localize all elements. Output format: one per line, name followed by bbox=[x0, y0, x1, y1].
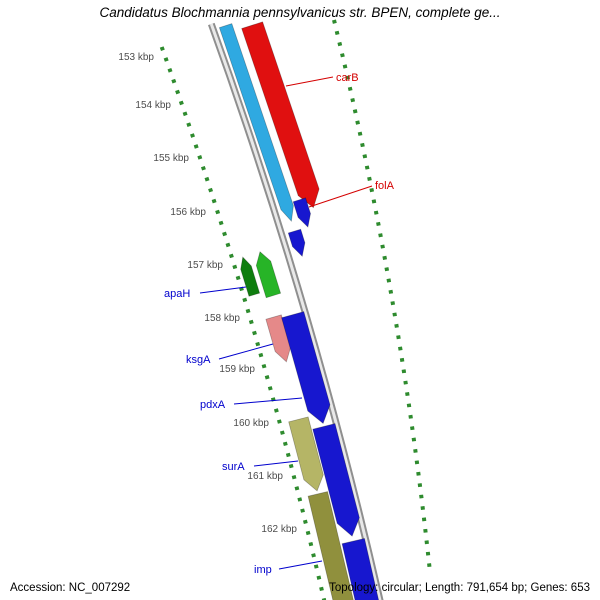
gene-arrow-apaH[interactable] bbox=[255, 251, 282, 299]
callout-line-carB bbox=[285, 76, 334, 87]
ruler-label-160kbp: 160 kbp bbox=[233, 418, 269, 429]
gene-arrow-unlabeled-blue-3[interactable] bbox=[341, 538, 380, 600]
gene-arrow-surA[interactable] bbox=[288, 416, 324, 492]
gene-arrow-unlabeled-blue[interactable] bbox=[287, 228, 306, 257]
gene-arrow-folA[interactable] bbox=[292, 197, 311, 228]
ruler-label-154kbp: 154 kbp bbox=[135, 100, 171, 111]
callout-line-ksgA bbox=[218, 343, 274, 360]
ruler-label-161kbp: 161 kbp bbox=[247, 471, 283, 482]
genome-backbone-core bbox=[209, 23, 382, 600]
callout-line-surA bbox=[253, 460, 299, 467]
ruler-label-156kbp: 156 kbp bbox=[170, 207, 206, 218]
gene-label-folA[interactable]: folA bbox=[375, 180, 395, 192]
ruler-label-155kbp: 155 kbp bbox=[153, 153, 189, 164]
gene-arrow-unlabeled-cyan[interactable] bbox=[218, 23, 294, 222]
gene-arrow-unlabeled-blue-2[interactable] bbox=[312, 423, 360, 537]
gene-arrow-imp[interactable] bbox=[307, 491, 356, 600]
callout-line-folA bbox=[308, 185, 373, 208]
gene-arrow-pdxA[interactable] bbox=[281, 311, 331, 425]
gene-label-pdxA[interactable]: pdxA bbox=[200, 399, 226, 411]
gene-arrow-apaH-dark[interactable] bbox=[240, 256, 261, 297]
tick-ring-right bbox=[332, 19, 432, 573]
gene-label-apaH[interactable]: apaH bbox=[164, 288, 190, 300]
ruler-label-162kbp: 162 kbp bbox=[261, 524, 297, 535]
callout-line-imp bbox=[278, 560, 323, 570]
callout-line-pdxA bbox=[233, 397, 303, 405]
tick-ring-left bbox=[159, 46, 327, 600]
gene-label-carB[interactable]: carB bbox=[336, 72, 359, 84]
ruler-label-158kbp: 158 kbp bbox=[204, 313, 240, 324]
callout-line-apaH bbox=[199, 286, 247, 294]
gene-label-ksgA[interactable]: ksgA bbox=[186, 354, 211, 366]
ruler-label-159kbp: 159 kbp bbox=[219, 364, 255, 375]
gene-label-surA[interactable]: surA bbox=[222, 461, 245, 473]
gene-label-imp[interactable]: imp bbox=[254, 564, 272, 576]
ruler-label-157kbp: 157 kbp bbox=[187, 260, 223, 271]
ruler-label-153kbp: 153 kbp bbox=[118, 52, 154, 63]
page-title: Candidatus Blochmannia pennsylvanicus st… bbox=[99, 5, 501, 20]
